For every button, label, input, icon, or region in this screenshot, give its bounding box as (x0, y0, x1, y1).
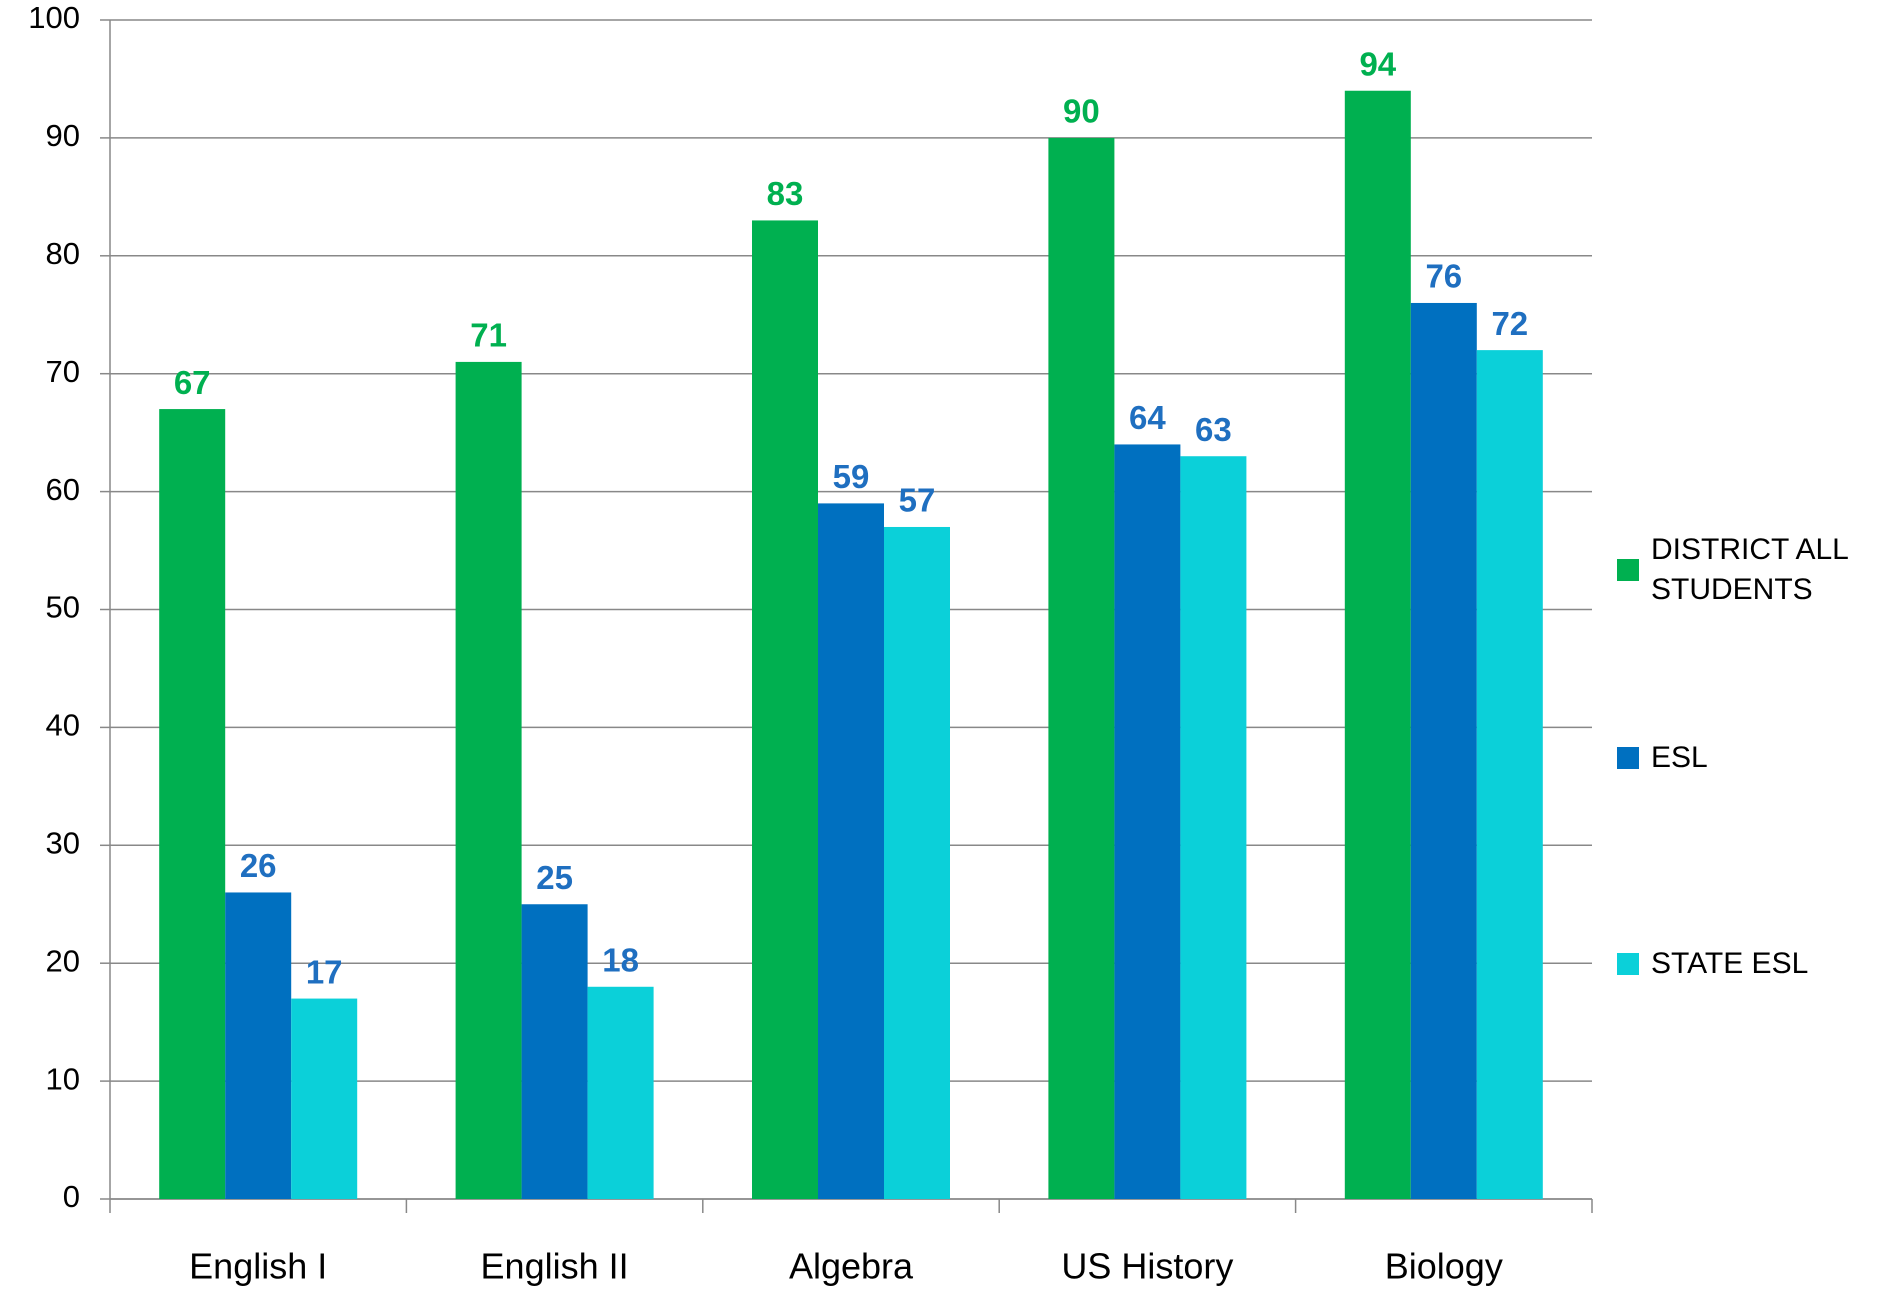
data-label: 26 (240, 847, 277, 884)
legend-item: DISTRICT ALL STUDENTS (1617, 530, 1881, 610)
legend-item: ESL (1617, 738, 1881, 778)
x-tick-label: English I (189, 1246, 327, 1287)
data-label: 18 (602, 941, 639, 978)
bar (159, 409, 226, 1199)
data-label: 72 (1491, 305, 1528, 342)
y-tick-label: 100 (28, 0, 80, 35)
legend-label: ESL (1651, 741, 1708, 774)
y-tick-label: 70 (46, 354, 80, 389)
data-label: 94 (1359, 45, 1396, 82)
y-tick-label: 50 (46, 590, 80, 625)
x-tick-label: US History (1061, 1246, 1233, 1287)
bar (1410, 302, 1477, 1200)
bar (1344, 90, 1411, 1200)
data-label: 83 (767, 175, 804, 212)
bar (752, 220, 818, 1199)
data-label: 76 (1425, 258, 1462, 295)
y-tick-label: 90 (46, 118, 80, 153)
y-tick-label: 80 (46, 236, 80, 271)
bar (521, 904, 588, 1199)
bar (291, 998, 358, 1199)
bar (1114, 444, 1181, 1199)
legend-item: STATE ESL (1617, 944, 1881, 984)
data-label: 25 (536, 859, 573, 896)
bar (1048, 137, 1115, 1199)
bar (1180, 456, 1247, 1200)
y-tick-label: 30 (46, 825, 80, 860)
y-tick-label: 0 (63, 1179, 80, 1214)
data-label: 59 (833, 458, 870, 495)
bar (587, 986, 654, 1199)
data-label: 17 (306, 953, 343, 990)
data-label: 90 (1063, 93, 1100, 130)
y-tick-label: 10 (46, 1061, 80, 1096)
legend-label: STATE ESL (1651, 947, 1809, 980)
legend-swatch (1617, 559, 1639, 581)
bar (884, 526, 950, 1199)
legend-swatch (1617, 747, 1639, 769)
data-label: 63 (1195, 411, 1232, 448)
x-tick-label: English II (481, 1246, 629, 1287)
y-tick-label: 60 (46, 472, 80, 507)
y-tick-label: 40 (46, 708, 80, 743)
bar (455, 361, 522, 1199)
data-label: 64 (1129, 399, 1166, 436)
bar (225, 892, 292, 1199)
x-tick-label: Biology (1385, 1246, 1503, 1287)
data-label: 57 (899, 482, 936, 519)
legend-label: DISTRICT ALL STUDENTS (1651, 533, 1848, 606)
data-label: 71 (470, 317, 507, 354)
legend-swatch (1617, 953, 1639, 975)
data-label: 67 (174, 364, 211, 401)
bar (818, 503, 884, 1199)
y-tick-label: 20 (46, 943, 80, 978)
bar (1476, 350, 1543, 1199)
x-tick-label: Algebra (789, 1246, 914, 1287)
